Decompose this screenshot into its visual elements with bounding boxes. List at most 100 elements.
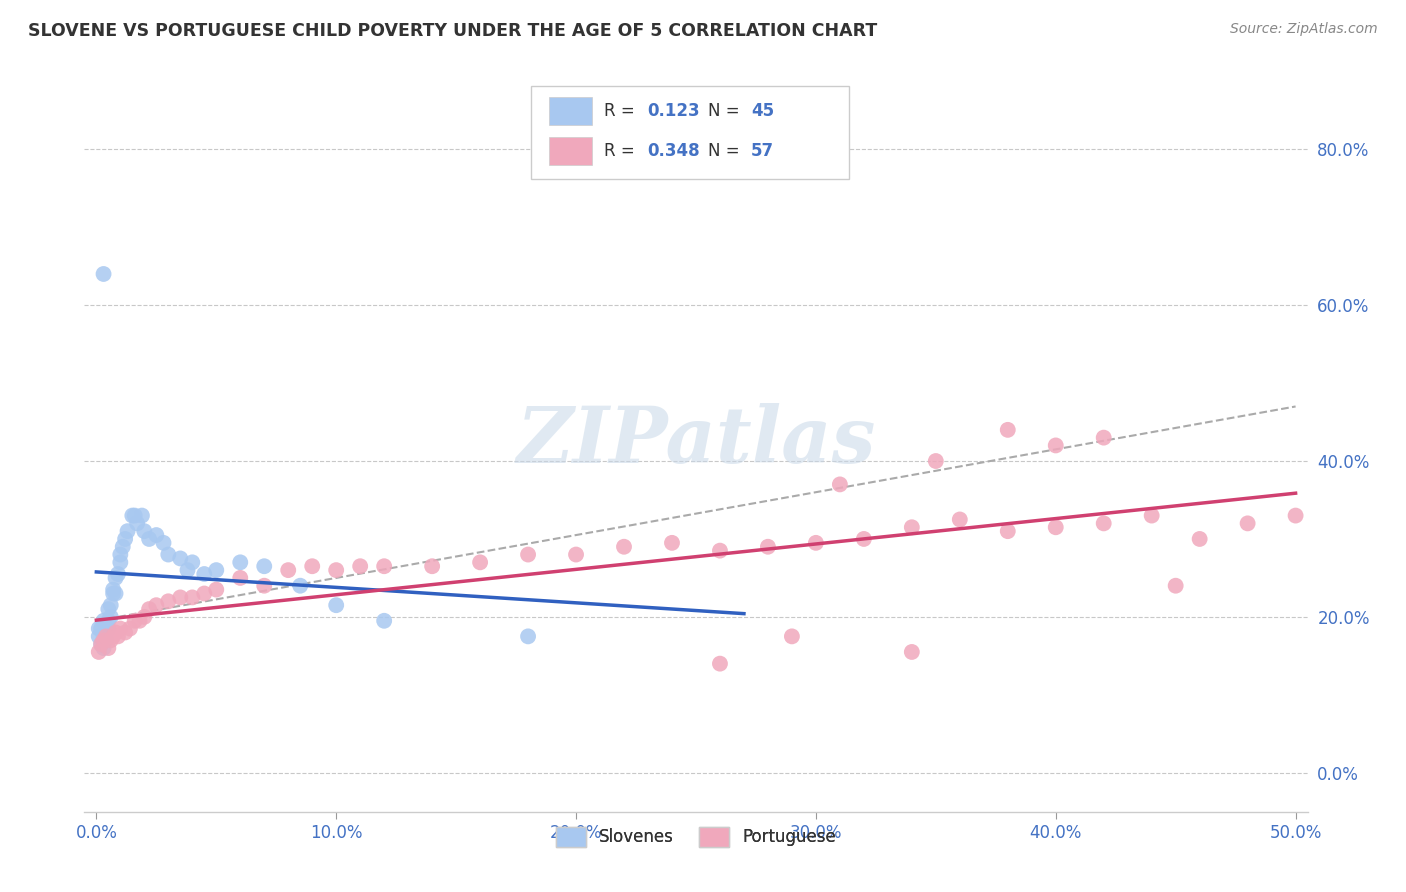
Point bbox=[145, 528, 167, 542]
Point bbox=[114, 625, 136, 640]
Point bbox=[117, 524, 139, 538]
Point bbox=[87, 622, 110, 636]
Point bbox=[94, 633, 117, 648]
Point bbox=[709, 657, 731, 671]
Point bbox=[253, 579, 276, 593]
Point bbox=[87, 645, 110, 659]
Point bbox=[176, 563, 198, 577]
Point bbox=[997, 524, 1019, 538]
Point bbox=[420, 559, 443, 574]
Point bbox=[205, 563, 228, 577]
Point bbox=[709, 543, 731, 558]
Point bbox=[101, 629, 124, 643]
Point bbox=[253, 559, 276, 574]
Point bbox=[157, 594, 180, 608]
Point bbox=[1045, 520, 1067, 534]
Text: R =: R = bbox=[605, 142, 640, 160]
Point bbox=[128, 614, 150, 628]
FancyBboxPatch shape bbox=[550, 136, 592, 165]
Legend: Slovenes, Portuguese: Slovenes, Portuguese bbox=[547, 818, 845, 855]
Point bbox=[804, 536, 827, 550]
Point bbox=[90, 622, 112, 636]
Point bbox=[997, 423, 1019, 437]
Text: R =: R = bbox=[605, 102, 640, 120]
Point bbox=[107, 629, 129, 643]
Point bbox=[1045, 438, 1067, 452]
Point bbox=[290, 579, 312, 593]
Point bbox=[121, 508, 143, 523]
Point bbox=[110, 555, 132, 569]
Point bbox=[93, 267, 115, 281]
Point bbox=[756, 540, 779, 554]
Point bbox=[468, 555, 491, 569]
Point bbox=[193, 586, 215, 600]
FancyBboxPatch shape bbox=[550, 96, 592, 125]
Point bbox=[94, 625, 117, 640]
Point bbox=[169, 591, 191, 605]
Point bbox=[100, 610, 122, 624]
Point bbox=[613, 540, 636, 554]
Point bbox=[349, 559, 371, 574]
Point bbox=[134, 610, 156, 624]
Point bbox=[373, 559, 395, 574]
Point bbox=[97, 602, 120, 616]
Point bbox=[93, 633, 115, 648]
Point bbox=[107, 567, 129, 582]
Point bbox=[1284, 508, 1306, 523]
Point bbox=[93, 614, 115, 628]
Point bbox=[901, 645, 924, 659]
Point bbox=[104, 625, 127, 640]
Text: SLOVENE VS PORTUGUESE CHILD POVERTY UNDER THE AGE OF 5 CORRELATION CHART: SLOVENE VS PORTUGUESE CHILD POVERTY UNDE… bbox=[28, 22, 877, 40]
Point bbox=[97, 614, 120, 628]
Point bbox=[145, 598, 167, 612]
Point bbox=[138, 602, 160, 616]
Point bbox=[152, 536, 174, 550]
Point bbox=[517, 548, 540, 562]
Point bbox=[565, 548, 588, 562]
Text: 0.348: 0.348 bbox=[647, 142, 700, 160]
Point bbox=[229, 571, 252, 585]
Point bbox=[780, 629, 803, 643]
Point bbox=[111, 540, 134, 554]
Point bbox=[157, 548, 180, 562]
Text: 57: 57 bbox=[751, 142, 775, 160]
Point bbox=[193, 567, 215, 582]
Point bbox=[277, 563, 299, 577]
Point bbox=[828, 477, 851, 491]
Point bbox=[104, 586, 127, 600]
Point bbox=[93, 629, 115, 643]
Point bbox=[925, 454, 948, 468]
Text: N =: N = bbox=[709, 102, 745, 120]
Point bbox=[325, 598, 347, 612]
Point bbox=[90, 637, 112, 651]
Point bbox=[373, 614, 395, 628]
Point bbox=[517, 629, 540, 643]
Text: 0.123: 0.123 bbox=[647, 102, 700, 120]
Point bbox=[114, 532, 136, 546]
Point bbox=[90, 637, 112, 651]
Point bbox=[169, 551, 191, 566]
Text: Source: ZipAtlas.com: Source: ZipAtlas.com bbox=[1230, 22, 1378, 37]
Text: 45: 45 bbox=[751, 102, 775, 120]
Point bbox=[101, 582, 124, 597]
Point bbox=[87, 629, 110, 643]
Point bbox=[104, 571, 127, 585]
Point bbox=[118, 622, 141, 636]
Point bbox=[138, 532, 160, 546]
Point bbox=[110, 548, 132, 562]
Text: ZIPatlas: ZIPatlas bbox=[516, 403, 876, 480]
Point bbox=[325, 563, 347, 577]
Point bbox=[94, 629, 117, 643]
Point bbox=[1236, 516, 1258, 531]
Point bbox=[301, 559, 323, 574]
Point bbox=[1092, 431, 1115, 445]
Point bbox=[110, 622, 132, 636]
Point bbox=[1164, 579, 1187, 593]
Point bbox=[229, 555, 252, 569]
Point bbox=[101, 586, 124, 600]
Point bbox=[1092, 516, 1115, 531]
Point bbox=[93, 641, 115, 656]
Point bbox=[205, 582, 228, 597]
Point bbox=[949, 512, 972, 526]
FancyBboxPatch shape bbox=[531, 87, 849, 178]
